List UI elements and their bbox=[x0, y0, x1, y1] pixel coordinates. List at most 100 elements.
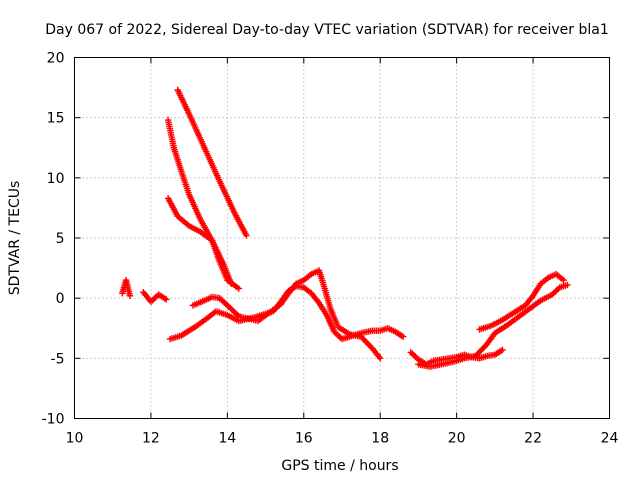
y-tick-label: 20 bbox=[47, 51, 65, 67]
interpolated-marks bbox=[206, 309, 218, 320]
interpolated-marks bbox=[512, 303, 527, 315]
data-point bbox=[235, 285, 243, 292]
series-arc-3 bbox=[164, 195, 243, 292]
interpolated-marks bbox=[316, 301, 329, 317]
interpolated-marks bbox=[232, 212, 249, 237]
interpolated-marks bbox=[440, 355, 451, 363]
interpolated-marks bbox=[558, 282, 569, 290]
interpolated-marks bbox=[256, 310, 271, 324]
interpolated-marks bbox=[447, 354, 458, 362]
interpolated-marks bbox=[203, 294, 214, 303]
interpolated-marks bbox=[175, 88, 192, 116]
interpolated-marks bbox=[478, 353, 489, 361]
data-point bbox=[560, 276, 567, 284]
interpolated-marks bbox=[195, 315, 210, 328]
interpolated-marks bbox=[217, 260, 230, 282]
interpolated-marks bbox=[393, 329, 405, 339]
x-tick-label: 20 bbox=[448, 431, 466, 447]
interpolated-marks bbox=[186, 112, 207, 149]
series-arc-8 bbox=[407, 346, 506, 368]
data-point bbox=[564, 281, 571, 289]
y-tick-label: -5 bbox=[51, 351, 65, 367]
x-tick-label: 10 bbox=[66, 431, 84, 447]
interpolated-marks bbox=[187, 223, 202, 235]
interpolated-marks bbox=[179, 328, 191, 338]
interpolated-marks bbox=[370, 347, 383, 360]
x-tick-label: 14 bbox=[218, 431, 236, 447]
interpolated-marks bbox=[171, 146, 185, 174]
x-tick-label: 16 bbox=[295, 431, 313, 447]
interpolated-marks bbox=[202, 146, 223, 183]
data-point bbox=[243, 232, 250, 239]
interpolated-marks bbox=[209, 239, 223, 264]
series-arc-4 bbox=[119, 276, 134, 299]
data-point bbox=[126, 292, 134, 299]
x-tick-label: 24 bbox=[601, 431, 619, 447]
y-tick-label: -10 bbox=[42, 412, 65, 428]
interpolated-marks bbox=[302, 285, 314, 296]
interpolated-marks bbox=[386, 325, 397, 335]
interpolated-marks bbox=[226, 312, 241, 324]
interpolated-marks bbox=[550, 285, 562, 297]
x-tick-labels: 10 12 14 16 18 20 22 24 bbox=[66, 431, 619, 447]
x-axis-label: GPS time / hours bbox=[281, 458, 398, 474]
interpolated-marks bbox=[516, 307, 531, 320]
interpolated-marks bbox=[432, 356, 443, 364]
y-axis-label: SDTVAR / TECUs bbox=[7, 181, 23, 296]
interpolated-marks bbox=[359, 327, 374, 336]
y-tick-label: 0 bbox=[56, 291, 65, 307]
data-point bbox=[377, 355, 384, 362]
interpolated-marks bbox=[191, 298, 206, 308]
interpolated-marks bbox=[527, 298, 543, 311]
interpolated-marks bbox=[156, 292, 168, 302]
interpolated-marks bbox=[165, 119, 177, 149]
x-tick-label: 18 bbox=[371, 431, 389, 447]
series-arc-7 bbox=[189, 267, 384, 362]
interpolated-marks bbox=[504, 315, 520, 328]
interpolated-marks bbox=[320, 281, 334, 311]
interpolated-marks bbox=[225, 278, 241, 291]
data-point bbox=[499, 346, 506, 354]
interpolated-marks bbox=[278, 291, 291, 306]
interpolated-marks bbox=[485, 331, 497, 346]
interpolated-marks bbox=[332, 330, 344, 341]
y-tick-labels: -10 -5 0 5 10 15 20 bbox=[42, 51, 65, 428]
series-arc-1 bbox=[174, 86, 250, 239]
interpolated-marks bbox=[309, 291, 321, 305]
y-tick-label: 15 bbox=[47, 111, 65, 127]
interpolated-marks bbox=[165, 196, 180, 218]
data-point bbox=[163, 296, 170, 303]
interpolated-marks bbox=[286, 282, 299, 295]
interpolated-marks bbox=[310, 268, 321, 277]
interpolated-marks bbox=[267, 302, 283, 315]
interpolated-marks bbox=[324, 313, 337, 334]
interpolated-marks bbox=[186, 193, 203, 222]
data-point bbox=[399, 333, 407, 340]
interpolated-marks bbox=[294, 277, 306, 287]
interpolated-marks bbox=[199, 229, 214, 243]
interpolated-marks bbox=[554, 272, 566, 283]
interpolated-marks bbox=[210, 294, 222, 302]
interpolated-marks bbox=[217, 180, 238, 216]
series-arc-9 bbox=[415, 281, 571, 370]
interpolated-marks bbox=[489, 317, 504, 329]
interpolated-marks bbox=[225, 303, 241, 319]
interpolated-marks bbox=[523, 294, 535, 307]
grid-lines bbox=[74, 57, 610, 419]
interpolated-marks bbox=[218, 296, 230, 308]
interpolated-marks bbox=[547, 271, 558, 281]
interpolated-marks bbox=[409, 350, 421, 362]
series-arc-10 bbox=[476, 270, 567, 333]
data-series bbox=[119, 86, 571, 370]
interpolated-marks bbox=[176, 214, 191, 228]
interpolated-marks bbox=[178, 170, 192, 196]
interpolated-marks bbox=[294, 283, 306, 291]
interpolated-marks bbox=[530, 282, 543, 298]
interpolated-marks bbox=[187, 323, 199, 333]
y-tick-label: 5 bbox=[56, 231, 65, 247]
interpolated-marks bbox=[473, 342, 489, 358]
interpolated-marks bbox=[539, 275, 551, 286]
x-tick-label: 12 bbox=[142, 431, 160, 447]
axis-ticks bbox=[74, 57, 610, 419]
